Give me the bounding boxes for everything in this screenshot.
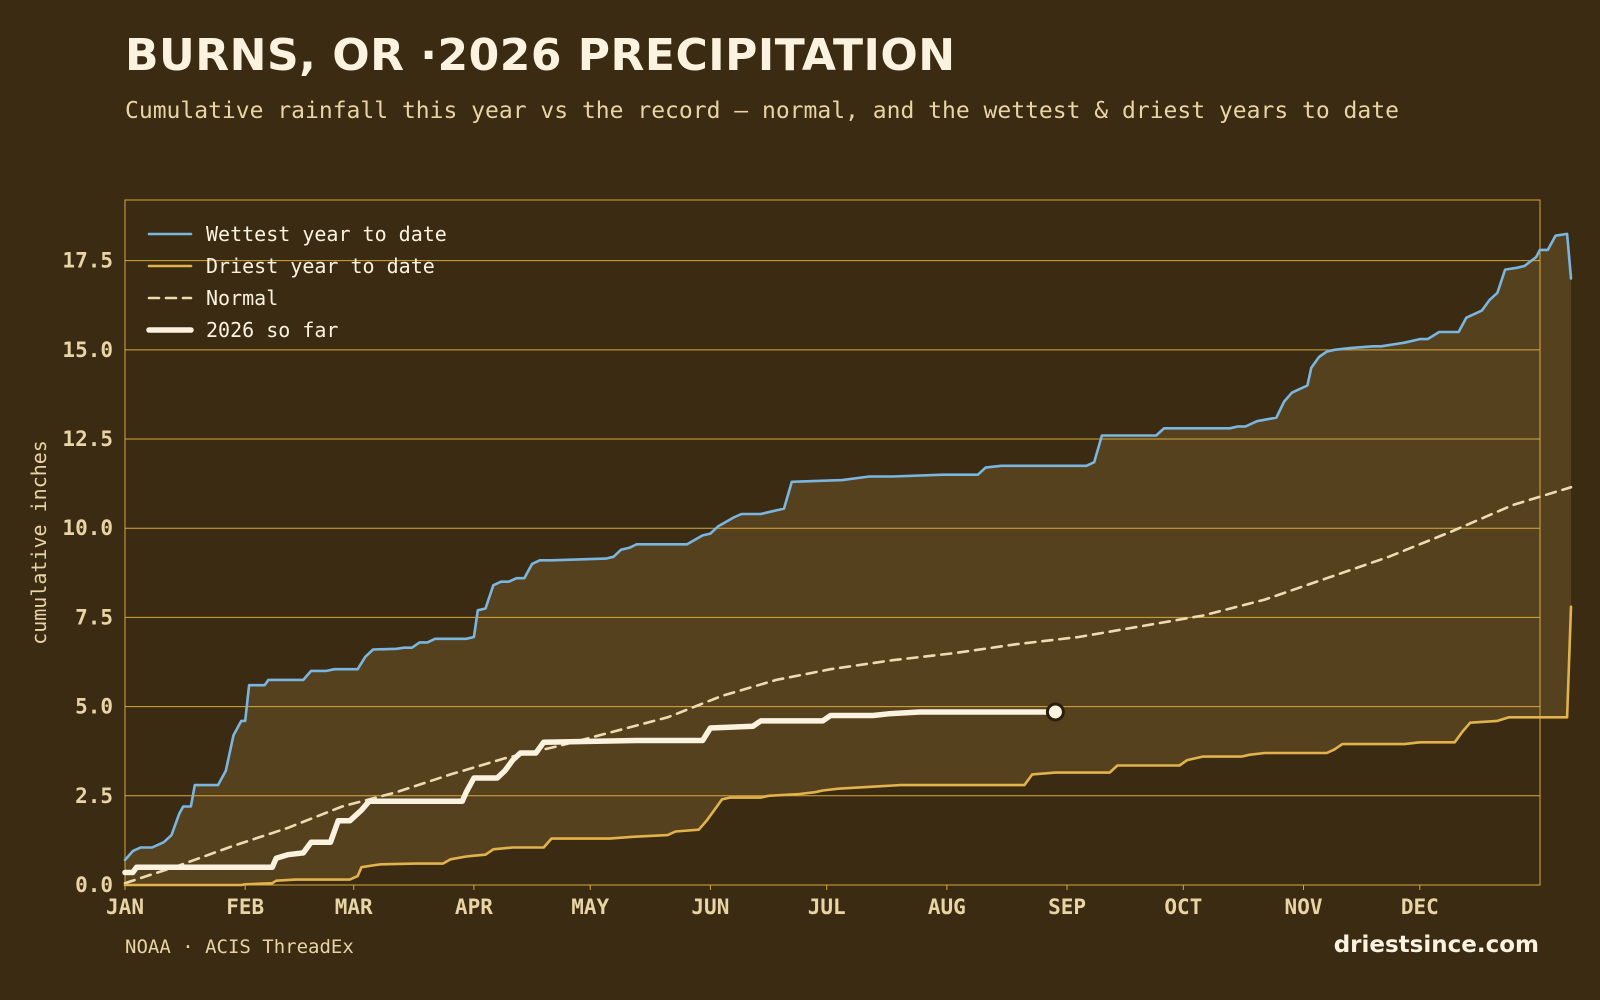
x-tick-label: NOV (1285, 895, 1323, 919)
x-tick-label: OCT (1164, 895, 1202, 919)
x-tick-label: MAY (571, 895, 609, 919)
legend-label: Wettest year to date (206, 222, 447, 246)
record-range-band (125, 233, 1571, 885)
series-line-driest (123, 605, 1573, 887)
series-line-normal (123, 485, 1573, 885)
current-endpoint-marker (1045, 702, 1065, 722)
data-source-note: NOAA · ACIS ThreadEx (125, 936, 354, 958)
y-tick-label: 5.0 (75, 695, 113, 719)
y-tick-label: 12.5 (62, 427, 113, 451)
series-line-wettest (123, 232, 1573, 862)
x-tick-label: APR (455, 895, 493, 919)
y-tick-label: 15.0 (62, 338, 113, 362)
x-tick-label: SEP (1048, 895, 1086, 919)
x-tick-label: JUN (691, 895, 729, 919)
x-tick-label: FEB (226, 895, 264, 919)
legend-label: Normal (206, 286, 278, 310)
y-tick-label: 17.5 (62, 249, 113, 273)
series-line-2026 (122, 709, 1059, 876)
y-tick-label: 0.0 (75, 873, 113, 897)
y-tick-label: 2.5 (75, 784, 113, 808)
chart-title: BURNS, OR ·2026 PRECIPITATION (125, 30, 956, 81)
y-axis-label: cumulative inches (27, 440, 51, 645)
x-tick-label: MAR (335, 895, 373, 919)
x-tick-label: AUG (928, 895, 966, 919)
legend-label: Driest year to date (206, 254, 435, 278)
site-credit: driestsince.com (1333, 932, 1539, 958)
x-tick-label: JAN (106, 895, 144, 919)
y-tick-label: 7.5 (75, 605, 113, 629)
legend-label: 2026 so far (206, 318, 338, 342)
x-tick-label: JUL (808, 895, 846, 919)
chart-subtitle: Cumulative rainfall this year vs the rec… (125, 98, 1399, 124)
x-tick-label: DEC (1401, 895, 1439, 919)
plot-frame (124, 199, 1541, 886)
y-tick-label: 10.0 (62, 516, 113, 540)
